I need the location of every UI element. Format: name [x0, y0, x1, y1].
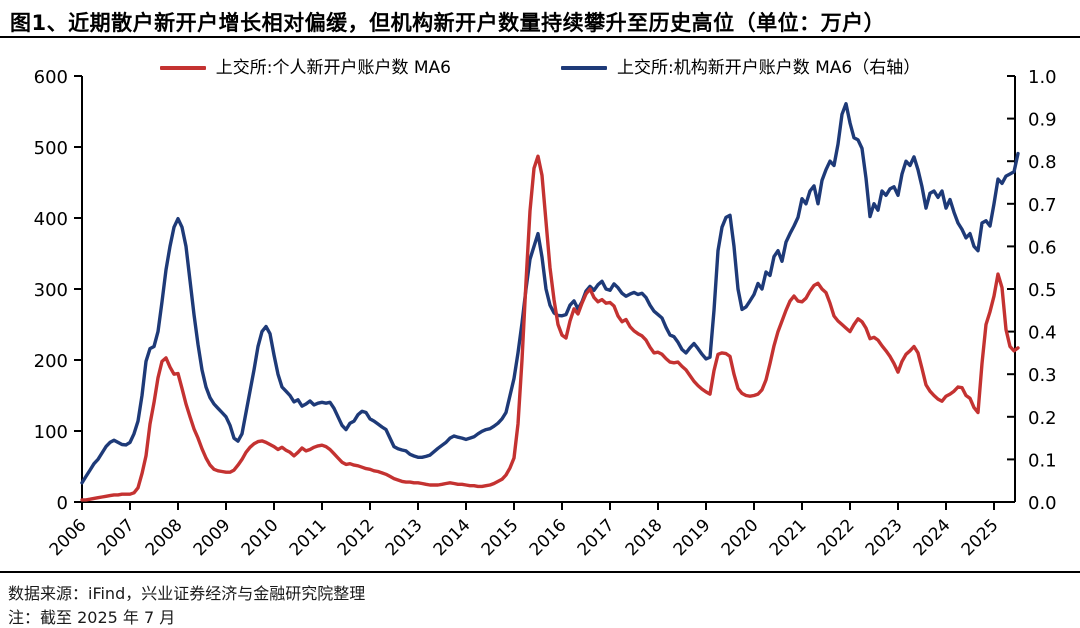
- svg-text:400: 400: [34, 209, 68, 230]
- svg-text:0.2: 0.2: [1028, 408, 1057, 429]
- data-source-note: 数据来源：iFind，兴业证券经济与金融研究院整理: [8, 584, 366, 603]
- svg-text:2009: 2009: [190, 515, 235, 560]
- svg-text:0.7: 0.7: [1028, 195, 1057, 216]
- axes: [81, 76, 1016, 503]
- svg-text:2019: 2019: [670, 515, 715, 560]
- svg-text:2025: 2025: [958, 515, 1003, 560]
- svg-text:2013: 2013: [382, 515, 427, 560]
- svg-text:2008: 2008: [142, 515, 187, 560]
- svg-text:2016: 2016: [526, 515, 571, 560]
- footer-divider: [0, 571, 1080, 573]
- svg-text:100: 100: [34, 422, 68, 443]
- svg-text:0.9: 0.9: [1028, 110, 1057, 131]
- svg-text:2007: 2007: [94, 515, 139, 560]
- chart-title: 图1、近期散户新开户增长相对偏缓，但机构新开户数量持续攀升至历史高位（单位：万户…: [10, 11, 886, 35]
- svg-text:0.1: 0.1: [1028, 450, 1057, 471]
- svg-text:500: 500: [34, 138, 68, 159]
- svg-text:600: 600: [34, 67, 68, 88]
- svg-text:2023: 2023: [862, 515, 907, 560]
- svg-text:0: 0: [57, 493, 68, 514]
- svg-text:300: 300: [34, 280, 68, 301]
- series-individual-line: [80, 154, 1020, 502]
- svg-text:0.5: 0.5: [1028, 280, 1057, 301]
- svg-text:2014: 2014: [430, 515, 475, 560]
- svg-text:0.3: 0.3: [1028, 365, 1057, 386]
- svg-text:2006: 2006: [46, 515, 91, 560]
- series-institution-line: [80, 101, 1020, 485]
- svg-text:2024: 2024: [910, 515, 955, 560]
- svg-text:2021: 2021: [766, 515, 811, 560]
- svg-text:2017: 2017: [574, 515, 619, 560]
- svg-text:2011: 2011: [286, 515, 331, 560]
- svg-text:0.0: 0.0: [1028, 493, 1057, 514]
- svg-text:2010: 2010: [238, 515, 283, 560]
- svg-text:2022: 2022: [814, 515, 859, 560]
- svg-text:2020: 2020: [718, 515, 763, 560]
- svg-text:2018: 2018: [622, 515, 667, 560]
- y-axis-right: 0.0 0.1 0.2 0.3 0.4 0.5 0.6 0.7 0.8 0.9 1.0: [1007, 67, 1057, 514]
- svg-text:2012: 2012: [334, 515, 379, 560]
- svg-text:0.6: 0.6: [1028, 237, 1057, 258]
- svg-text:0.8: 0.8: [1028, 152, 1057, 173]
- y-axis-left: 0 100 200 300 400 500 600: [34, 67, 82, 514]
- svg-text:1.0: 1.0: [1028, 67, 1057, 88]
- svg-text:200: 200: [34, 351, 68, 372]
- svg-text:0.4: 0.4: [1028, 323, 1057, 344]
- x-axis: 2006 2007 2008 2009 2010 2011 2012 2013 2014 2015…: [46, 502, 1003, 560]
- title-divider: [0, 36, 1080, 38]
- svg-text:2015: 2015: [478, 515, 523, 560]
- cutoff-note: 注：截至 2025 年 7 月: [8, 608, 176, 627]
